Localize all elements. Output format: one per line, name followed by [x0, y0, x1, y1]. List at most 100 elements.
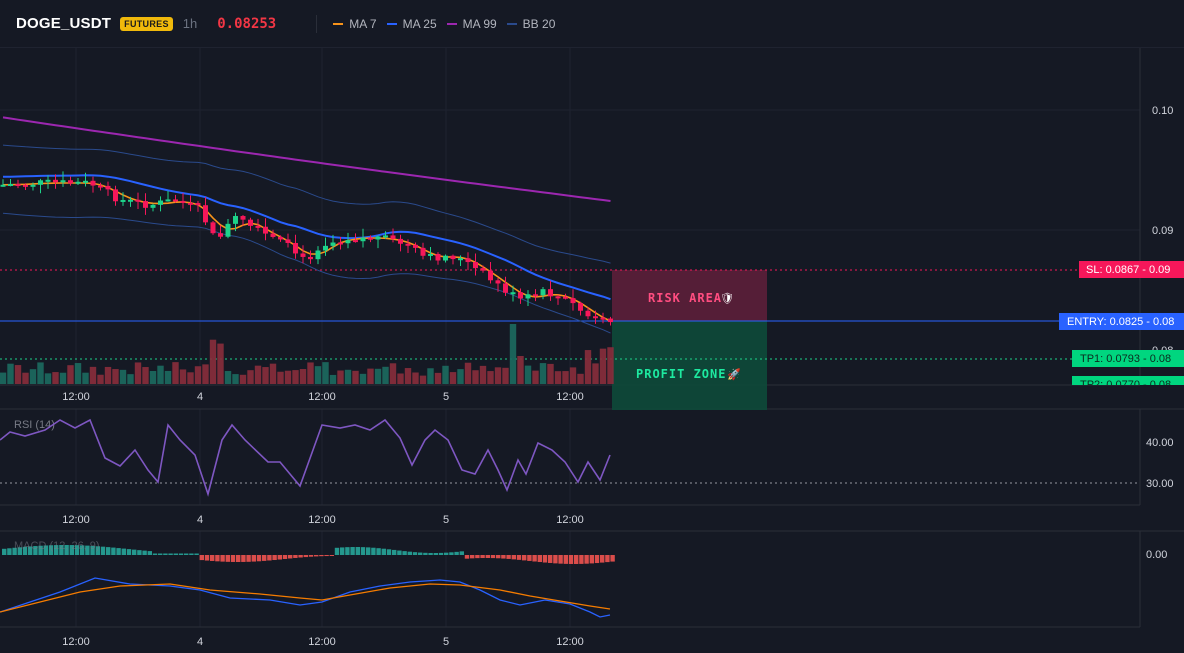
legend-ma99[interactable]: MA 99 — [446, 17, 497, 31]
candle[interactable] — [90, 180, 96, 186]
candle[interactable] — [533, 294, 538, 297]
candle[interactable] — [135, 199, 141, 202]
candle[interactable] — [173, 199, 178, 202]
candle[interactable] — [143, 201, 148, 208]
candle[interactable] — [30, 184, 36, 187]
candle[interactable] — [120, 199, 126, 202]
candle[interactable] — [210, 222, 216, 234]
candle[interactable] — [473, 262, 478, 269]
candle[interactable] — [480, 268, 486, 271]
candle[interactable] — [263, 226, 268, 234]
candle[interactable] — [60, 180, 66, 183]
tp2-tag[interactable] — [1072, 376, 1184, 393]
profit-zone[interactable] — [612, 321, 767, 410]
candle[interactable] — [278, 236, 283, 240]
candle[interactable] — [233, 216, 238, 224]
candle[interactable] — [300, 253, 306, 257]
risk-zone[interactable] — [612, 270, 767, 321]
candle[interactable] — [53, 179, 58, 183]
timeframe-selector[interactable]: 1h — [182, 16, 198, 31]
volume-bar — [442, 365, 449, 384]
candle[interactable] — [293, 242, 298, 254]
candle[interactable] — [0, 184, 6, 187]
candle[interactable] — [443, 255, 448, 261]
candle[interactable] — [353, 240, 358, 243]
candle[interactable] — [203, 205, 208, 223]
candle[interactable] — [158, 200, 163, 205]
candle[interactable] — [585, 310, 591, 317]
candle[interactable] — [308, 256, 313, 260]
candle[interactable] — [383, 235, 388, 238]
candle[interactable] — [330, 242, 336, 246]
candle[interactable] — [428, 253, 433, 256]
candle[interactable] — [338, 242, 343, 245]
legend-ma7[interactable]: MA 7 — [333, 17, 377, 31]
candle[interactable] — [128, 199, 133, 202]
candlesticks[interactable] — [0, 171, 614, 326]
candle[interactable] — [150, 204, 156, 208]
candle[interactable] — [83, 180, 88, 183]
candle[interactable] — [285, 239, 291, 243]
candle[interactable] — [23, 184, 28, 187]
candle[interactable] — [450, 255, 456, 260]
legend-bb20[interactable]: BB 20 — [506, 17, 555, 31]
candle[interactable] — [368, 237, 373, 240]
candle[interactable] — [570, 298, 576, 304]
candle[interactable] — [15, 183, 21, 186]
candle[interactable] — [518, 292, 523, 299]
candle[interactable] — [188, 202, 193, 205]
candle[interactable] — [45, 179, 51, 182]
candle[interactable] — [398, 238, 403, 244]
candle[interactable] — [548, 289, 553, 297]
candle[interactable] — [165, 199, 171, 202]
volume-bar — [112, 369, 119, 384]
candle[interactable] — [458, 258, 463, 261]
candle[interactable] — [413, 244, 418, 248]
candle[interactable] — [323, 245, 328, 251]
candle[interactable] — [375, 236, 381, 240]
candle[interactable] — [525, 294, 531, 299]
candle[interactable] — [68, 180, 73, 184]
candle[interactable] — [225, 223, 231, 237]
candle[interactable] — [465, 258, 471, 263]
candle[interactable] — [540, 289, 546, 296]
candle[interactable] — [255, 225, 261, 228]
candle[interactable] — [98, 185, 103, 188]
candle[interactable] — [360, 237, 366, 242]
candle[interactable] — [8, 183, 13, 186]
candle[interactable] — [105, 185, 111, 190]
candle[interactable] — [180, 200, 186, 203]
candle[interactable] — [435, 253, 441, 261]
candle[interactable] — [420, 247, 426, 256]
candle[interactable] — [593, 316, 598, 319]
candle[interactable] — [510, 292, 516, 295]
candle[interactable] — [503, 283, 508, 293]
candle[interactable] — [563, 296, 568, 299]
candle[interactable] — [608, 318, 613, 323]
candle[interactable] — [488, 270, 493, 281]
candle[interactable] — [38, 180, 43, 185]
candle[interactable] — [195, 203, 201, 206]
legend-ma25[interactable]: MA 25 — [386, 17, 437, 31]
candle[interactable] — [315, 250, 321, 260]
candle[interactable] — [345, 240, 351, 244]
sl-tag[interactable] — [1079, 261, 1184, 278]
candle[interactable] — [248, 219, 253, 226]
symbol-title[interactable]: DOGE_USDT — [16, 15, 112, 32]
candle[interactable] — [405, 243, 411, 246]
entry-tag[interactable] — [1059, 313, 1184, 330]
candle[interactable] — [555, 296, 561, 299]
time-axis[interactable]: 12:00 4 12:00 5 12:00 12:00 4 12:00 5 12:00 12:00 4… — [62, 391, 584, 648]
candle[interactable] — [218, 233, 223, 237]
candle[interactable] — [600, 317, 606, 320]
candle[interactable] — [75, 181, 81, 184]
candle[interactable] — [270, 233, 276, 237]
candle[interactable] — [113, 189, 118, 202]
candle[interactable] — [390, 235, 396, 239]
candle[interactable] — [240, 216, 246, 220]
candle[interactable] — [495, 280, 501, 284]
macd-hist-bar — [64, 545, 69, 555]
candle[interactable] — [578, 303, 583, 311]
tp1-tag[interactable] — [1072, 350, 1184, 367]
